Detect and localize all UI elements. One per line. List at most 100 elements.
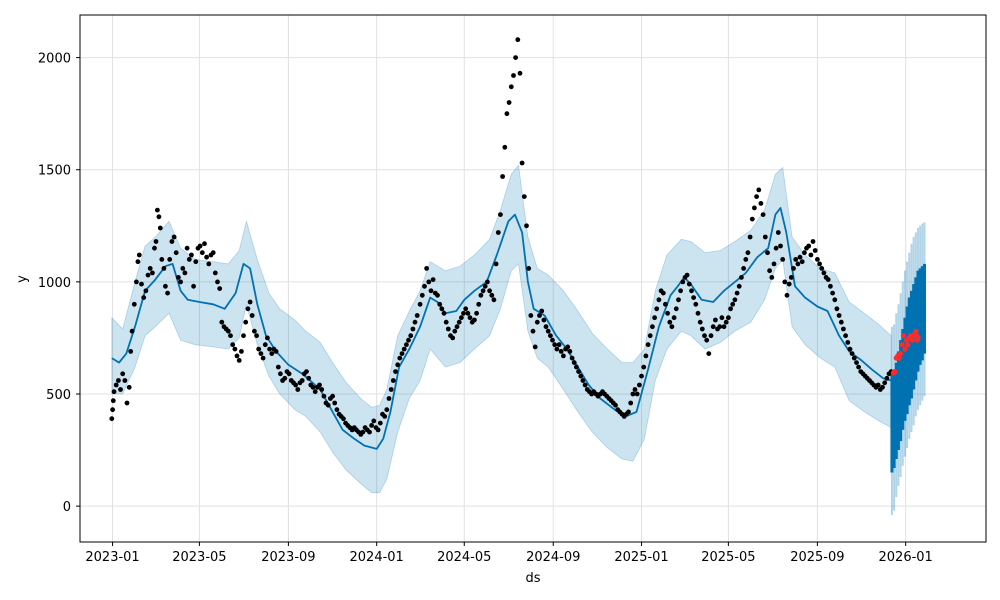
observed-point [775,230,781,235]
observed-point [129,328,135,334]
observed-point [110,407,115,413]
observed-point [489,292,495,298]
y-tick-label: 500 [46,388,71,403]
observed-point [390,378,396,383]
observed-point [306,375,312,381]
observed-point [459,315,464,321]
observed-point [126,384,132,390]
observed-point [465,310,471,316]
observed-point [399,351,405,356]
observed-point [243,319,249,325]
observed-point [760,212,766,218]
observed-point [417,301,423,307]
observed-point [321,393,327,399]
observed-point [110,398,116,404]
observed-point [215,279,220,285]
observed-point [752,205,757,211]
observed-point [730,301,736,307]
observed-point [472,317,477,323]
holdout-point [898,351,904,357]
observed-point [543,324,549,330]
observed-point [212,270,218,276]
holdout-point [905,342,911,348]
observed-point [721,324,727,330]
observed-point [191,283,197,289]
observed-point [506,100,512,105]
observed-point [141,295,147,300]
observed-point [176,275,181,280]
observed-point [782,279,788,285]
x-tick-label: 2025-01 [614,550,668,565]
observed-point [487,288,492,294]
observed-point [843,333,848,339]
observed-point [252,328,257,334]
observed-point [841,326,846,332]
observed-point [147,266,153,271]
observed-point [485,279,490,285]
observed-point [769,275,775,280]
observed-point [478,292,484,298]
observed-point [282,375,288,381]
observed-point [567,349,573,354]
observed-point [669,324,675,330]
observed-point [676,297,681,303]
observed-point [334,407,340,413]
observed-point [780,257,786,262]
observed-point [312,389,318,395]
observed-point [258,351,264,356]
observed-point [367,429,372,435]
x-tick-label: 2023-05 [172,550,226,565]
observed-point [574,364,579,370]
holdout-point [913,328,919,334]
x-axis-label: ds [525,571,540,586]
observed-point [613,402,618,408]
observed-point [812,248,818,253]
observed-point [645,342,651,348]
observed-point [578,373,584,379]
observed-point [884,375,890,381]
observed-point [773,245,779,251]
observed-point [256,346,262,352]
x-tick-label: 2023-01 [85,550,139,565]
observed-point [445,326,451,332]
observed-point [150,270,155,276]
observed-point [267,346,272,352]
observed-point [545,328,551,334]
observed-point [186,257,192,262]
observed-point [713,317,718,323]
observed-point [247,299,253,305]
holdout-point [902,346,908,352]
x-tick-label: 2025-09 [790,550,844,565]
observed-point [404,342,409,348]
observed-point [582,382,588,388]
observed-point [678,288,683,294]
observed-point [245,306,251,312]
observed-point [532,344,538,350]
observed-point [828,283,833,289]
observed-point [571,360,577,365]
observed-point [124,400,130,406]
observed-point [439,306,445,312]
observed-point [802,250,807,256]
observed-point [319,387,325,392]
observed-point [480,288,486,294]
observed-point [111,389,117,395]
observed-point [747,234,753,240]
observed-point [821,270,827,276]
observed-point [667,319,673,325]
observed-point [293,382,298,388]
observed-point [743,257,749,262]
observed-point [217,286,223,291]
observed-point [504,111,510,117]
observed-point [524,223,529,229]
observed-point [795,261,801,267]
observed-point [647,333,653,339]
observed-point [113,382,119,388]
observed-point [639,373,644,379]
observed-point [265,335,270,341]
observed-point [317,382,322,388]
observed-point [184,245,190,251]
observed-point [228,333,233,339]
holdout-point [900,333,907,339]
holdout-point [896,355,902,361]
